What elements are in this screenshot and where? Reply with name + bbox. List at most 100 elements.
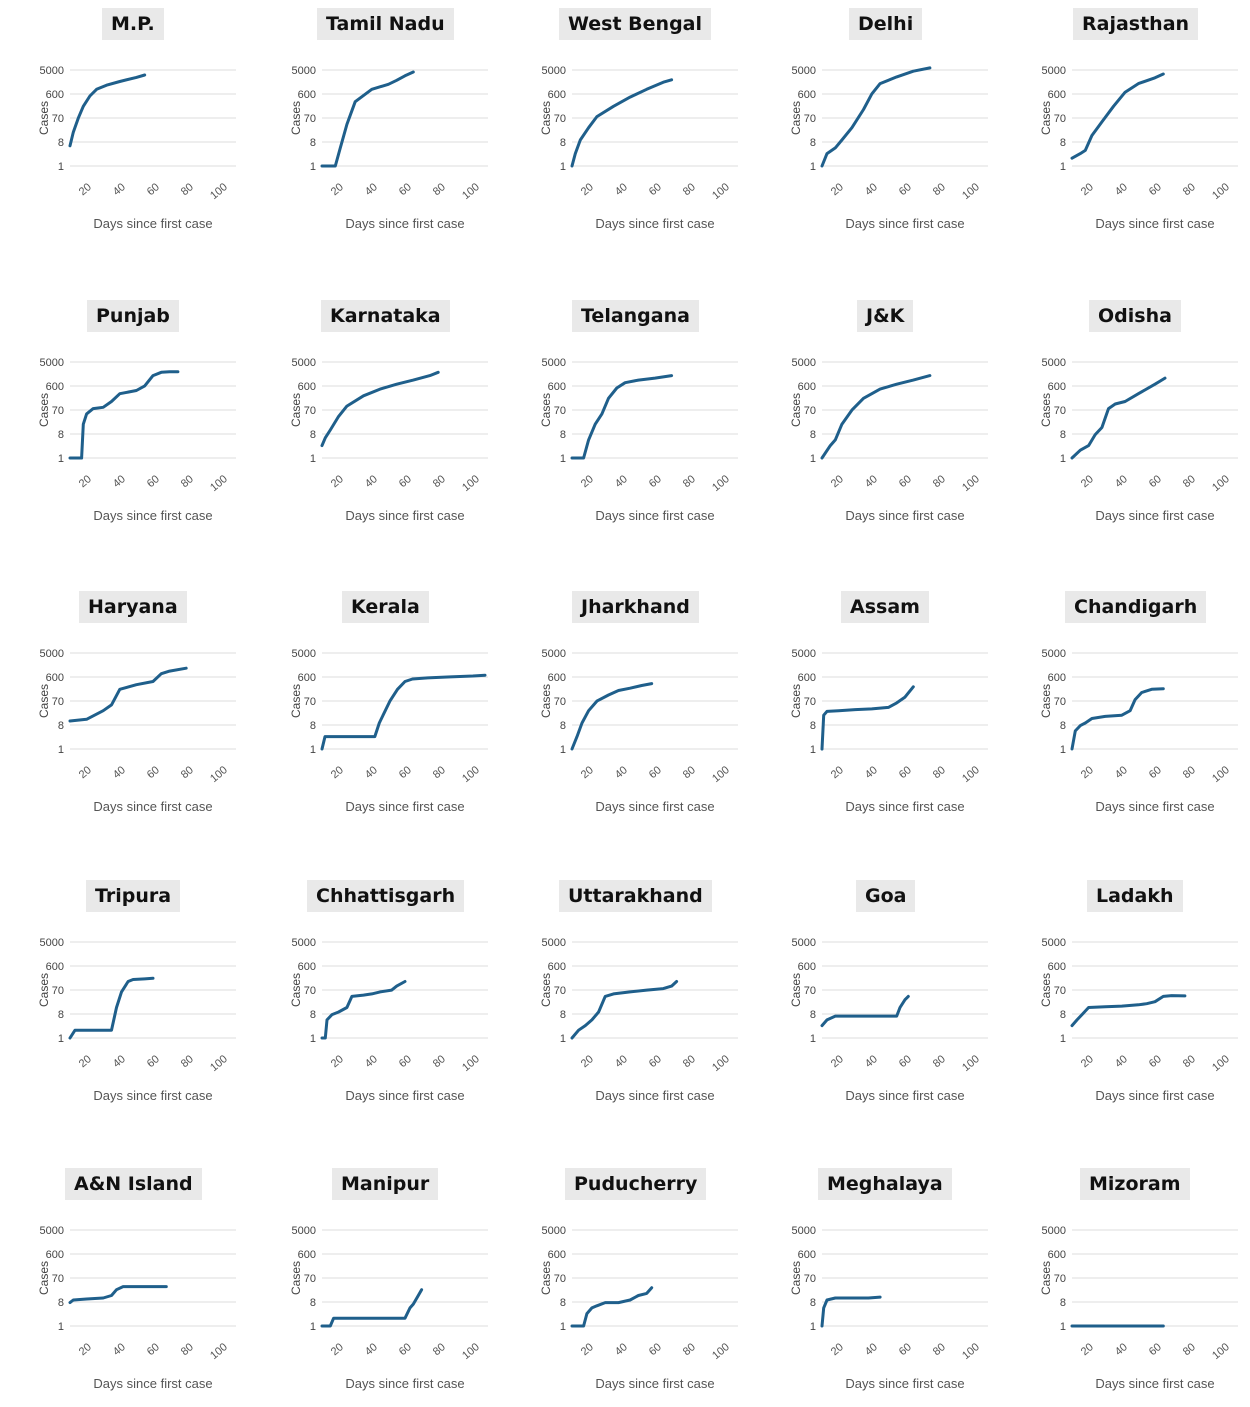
x-tick-label: 40 xyxy=(363,1341,380,1358)
y-tick-label: 70 xyxy=(52,113,64,125)
chart-title: Odisha xyxy=(1089,300,1181,332)
y-axis-title: Cases xyxy=(539,973,553,1007)
series-line xyxy=(820,685,915,751)
x-tick-label: 60 xyxy=(145,1053,162,1070)
chart-plot: 1 8 70 600 5000 20 40 60 80 100 Cases Days since fi… xyxy=(789,65,988,231)
x-tick-label: 80 xyxy=(431,473,448,490)
chart-plot: 1 8 70 600 5000 20 40 60 80 100 Cases Days since fi… xyxy=(789,937,988,1103)
x-tick-label: 60 xyxy=(397,1341,414,1358)
x-axis-title: Days since first case xyxy=(345,508,464,523)
y-tick-label: 600 xyxy=(798,381,816,393)
x-tick-label: 40 xyxy=(363,181,380,198)
x-tick-label: 100 xyxy=(460,181,482,202)
y-tick-label: 1 xyxy=(310,453,316,465)
y-tick-label: 5000 xyxy=(40,1225,64,1237)
chart-plot: 1 8 70 600 5000 20 40 60 80 100 Cases Days since fi… xyxy=(539,1225,738,1391)
chart-panel-jandk: J&K 1 8 70 600 5000 20 40 60 80 100 Cases Days since… xyxy=(760,292,1000,532)
x-axis-title: Days since first case xyxy=(595,1376,714,1391)
x-tick-label: 40 xyxy=(111,473,128,490)
y-tick-label: 600 xyxy=(798,961,816,973)
y-tick-label: 70 xyxy=(804,696,816,708)
y-tick-label: 8 xyxy=(1060,1009,1066,1021)
x-tick-label: 80 xyxy=(431,1341,448,1358)
y-tick-label: 600 xyxy=(548,381,566,393)
x-tick-label: 40 xyxy=(363,473,380,490)
y-tick-label: 5000 xyxy=(792,648,816,660)
series-line xyxy=(570,374,674,460)
y-tick-label: 8 xyxy=(810,720,816,732)
x-axis-title: Days since first case xyxy=(93,1376,212,1391)
x-tick-label: 40 xyxy=(111,764,128,781)
y-tick-label: 5000 xyxy=(40,648,64,660)
y-tick-label: 600 xyxy=(798,672,816,684)
x-tick-label: 40 xyxy=(1113,764,1130,781)
y-axis-title: Cases xyxy=(37,101,51,135)
x-tick-label: 60 xyxy=(647,1341,664,1358)
chart-title: J&K xyxy=(857,300,914,332)
chart-plot: 1 8 70 600 5000 20 40 60 80 100 Cases Days since fi… xyxy=(1039,1225,1238,1391)
x-tick-label: 80 xyxy=(179,181,196,198)
x-tick-label: 100 xyxy=(208,1053,230,1074)
y-tick-label: 8 xyxy=(810,1009,816,1021)
x-tick-label: 100 xyxy=(208,1341,230,1362)
y-tick-label: 70 xyxy=(1054,696,1066,708)
y-axis-title: Cases xyxy=(289,973,303,1007)
x-tick-label: 60 xyxy=(397,473,414,490)
chart-panel-haryana: Haryana 1 8 70 600 5000 20 40 60 80 100 Cases Days s… xyxy=(8,583,248,823)
series-line xyxy=(68,370,180,460)
y-tick-label: 600 xyxy=(1048,961,1066,973)
y-tick-label: 70 xyxy=(1054,405,1066,417)
chart-panel-manipur: Manipur 1 8 70 600 5000 20 40 60 80 100 Cases Days s… xyxy=(260,1160,500,1400)
x-tick-label: 60 xyxy=(1147,1341,1164,1358)
series-line xyxy=(1070,376,1167,460)
chart-plot: 1 8 70 600 5000 20 40 60 80 100 Cases Days since fi… xyxy=(1039,648,1238,814)
x-tick-label: 40 xyxy=(111,181,128,198)
x-tick-label: 20 xyxy=(579,1341,596,1358)
x-tick-label: 100 xyxy=(208,473,230,494)
y-tick-label: 600 xyxy=(548,1249,566,1261)
series-line xyxy=(320,70,415,168)
y-tick-label: 70 xyxy=(304,1273,316,1285)
chart-panel-m-p: M.P. 1 8 70 600 5000 20 40 60 80 100 Cases Days sinc… xyxy=(8,0,248,240)
x-tick-label: 80 xyxy=(681,1053,698,1070)
chart-panel-aandn-island: A&N Island 1 8 70 600 5000 20 40 60 80 100 Cases Day… xyxy=(8,1160,248,1400)
x-tick-label: 20 xyxy=(329,1341,346,1358)
chart-panel-delhi: Delhi 1 8 70 600 5000 20 40 60 80 100 Cases Days sin… xyxy=(760,0,1000,240)
y-tick-label: 5000 xyxy=(792,1225,816,1237)
y-tick-label: 600 xyxy=(46,961,64,973)
x-tick-label: 80 xyxy=(1181,1341,1198,1358)
x-tick-label: 20 xyxy=(329,1053,346,1070)
y-tick-label: 8 xyxy=(310,1009,316,1021)
x-tick-label: 60 xyxy=(145,181,162,198)
x-tick-label: 20 xyxy=(1079,1341,1096,1358)
chart-plot: 1 8 70 600 5000 20 40 60 80 100 Cases Days since fi… xyxy=(289,648,488,814)
x-tick-label: 100 xyxy=(208,181,230,202)
x-tick-label: 40 xyxy=(1113,181,1130,198)
x-tick-label: 80 xyxy=(931,1341,948,1358)
x-axis-title: Days since first case xyxy=(1095,799,1214,814)
x-tick-label: 80 xyxy=(431,764,448,781)
y-axis-title: Cases xyxy=(539,684,553,718)
y-tick-label: 70 xyxy=(554,1273,566,1285)
y-tick-label: 5000 xyxy=(792,357,816,369)
y-tick-label: 5000 xyxy=(40,937,64,949)
x-tick-label: 20 xyxy=(829,764,846,781)
y-tick-label: 600 xyxy=(798,1249,816,1261)
series-line xyxy=(1070,994,1187,1028)
x-axis-title: Days since first case xyxy=(1095,1376,1214,1391)
x-tick-label: 80 xyxy=(179,473,196,490)
x-tick-label: 40 xyxy=(111,1341,128,1358)
y-tick-label: 70 xyxy=(554,696,566,708)
chart-panel-puducherry: Puducherry 1 8 70 600 5000 20 40 60 80 100 Cases Day… xyxy=(510,1160,750,1400)
y-tick-label: 70 xyxy=(52,405,64,417)
series-line xyxy=(1070,72,1165,160)
series-line xyxy=(320,370,440,448)
y-tick-label: 8 xyxy=(810,429,816,441)
y-tick-label: 1 xyxy=(810,161,816,173)
y-tick-label: 600 xyxy=(298,381,316,393)
series-line xyxy=(570,682,654,751)
x-tick-label: 80 xyxy=(431,1053,448,1070)
chart-plot: 1 8 70 600 5000 20 40 60 80 100 Cases Days since fi… xyxy=(37,937,236,1103)
series-line xyxy=(820,374,932,460)
x-tick-label: 20 xyxy=(579,181,596,198)
